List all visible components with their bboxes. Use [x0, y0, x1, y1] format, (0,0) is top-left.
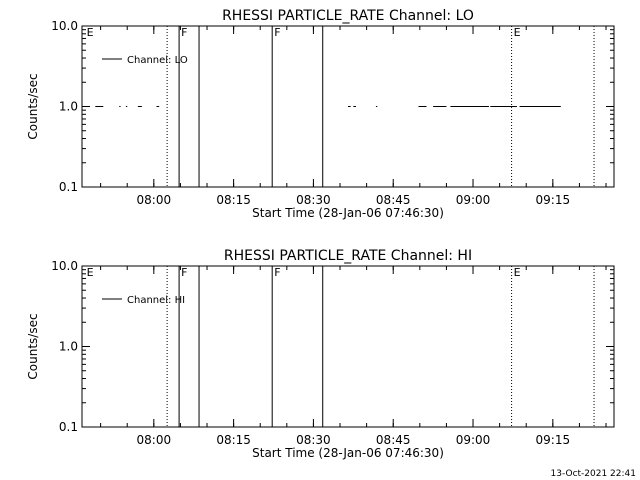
flag-marker-label: E	[87, 26, 94, 39]
y-tick-label: 10.0	[51, 259, 78, 273]
x-tick-label: 08:45	[376, 193, 411, 207]
chart-panel-1: RHESSI PARTICLE_RATE Channel: LO 08:00 08:…	[26, 8, 615, 220]
y-tick-label: 1.0	[59, 340, 78, 354]
chart-panel-2: RHESSI PARTICLE_RATE Channel: HI 08:00 08:…	[26, 248, 615, 460]
x-tick-label: 08:30	[296, 433, 331, 447]
x-tick-label: 09:00	[456, 193, 491, 207]
flag-marker-label: F	[274, 266, 280, 279]
y-axis-label: Counts/sec	[26, 313, 40, 379]
x-tick-label: 08:00	[137, 193, 172, 207]
x-axis-label: Start Time (28-Jan-06 07:46:30)	[252, 446, 444, 460]
chart-title: RHESSI PARTICLE_RATE Channel: HI	[224, 248, 472, 264]
flag-marker-label: F	[181, 26, 187, 39]
y-tick-label: 0.1	[59, 180, 78, 194]
x-tick-label: 08:15	[216, 193, 251, 207]
flag-marker-label: E	[87, 266, 94, 279]
plot-frame	[81, 265, 615, 428]
y-tick-label: 1.0	[59, 100, 78, 114]
flag-marker-label: F	[181, 266, 187, 279]
x-tick-label: 08:45	[376, 433, 411, 447]
x-tick-label: 08:30	[296, 193, 331, 207]
x-tick-label: 08:00	[137, 433, 172, 447]
flag-marker-label: E	[514, 266, 521, 279]
x-tick-label: 08:15	[216, 433, 251, 447]
legend-entry: Channel: HI	[127, 295, 185, 306]
x-axis-label: Start Time (28-Jan-06 07:46:30)	[252, 206, 444, 220]
chart-title: RHESSI PARTICLE_RATE Channel: LO	[222, 8, 474, 24]
y-tick-label: 0.1	[59, 420, 78, 434]
flag-marker-label: F	[274, 26, 280, 39]
y-axis-label: Counts/sec	[26, 73, 40, 139]
x-tick-label: 09:00	[456, 433, 491, 447]
flag-marker-label: E	[514, 26, 521, 39]
footer-timestamp: 13-Oct-2021 22:41	[551, 469, 636, 479]
y-tick-label: 10.0	[51, 19, 78, 33]
x-tick-label: 09:15	[536, 193, 571, 207]
x-tick-label: 09:15	[536, 433, 571, 447]
legend-entry: Channel: LO	[127, 55, 188, 66]
